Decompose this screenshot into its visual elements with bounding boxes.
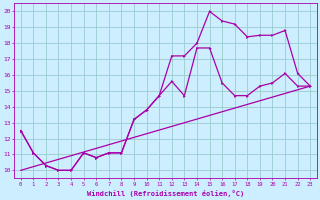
X-axis label: Windchill (Refroidissement éolien,°C): Windchill (Refroidissement éolien,°C) xyxy=(87,190,244,197)
